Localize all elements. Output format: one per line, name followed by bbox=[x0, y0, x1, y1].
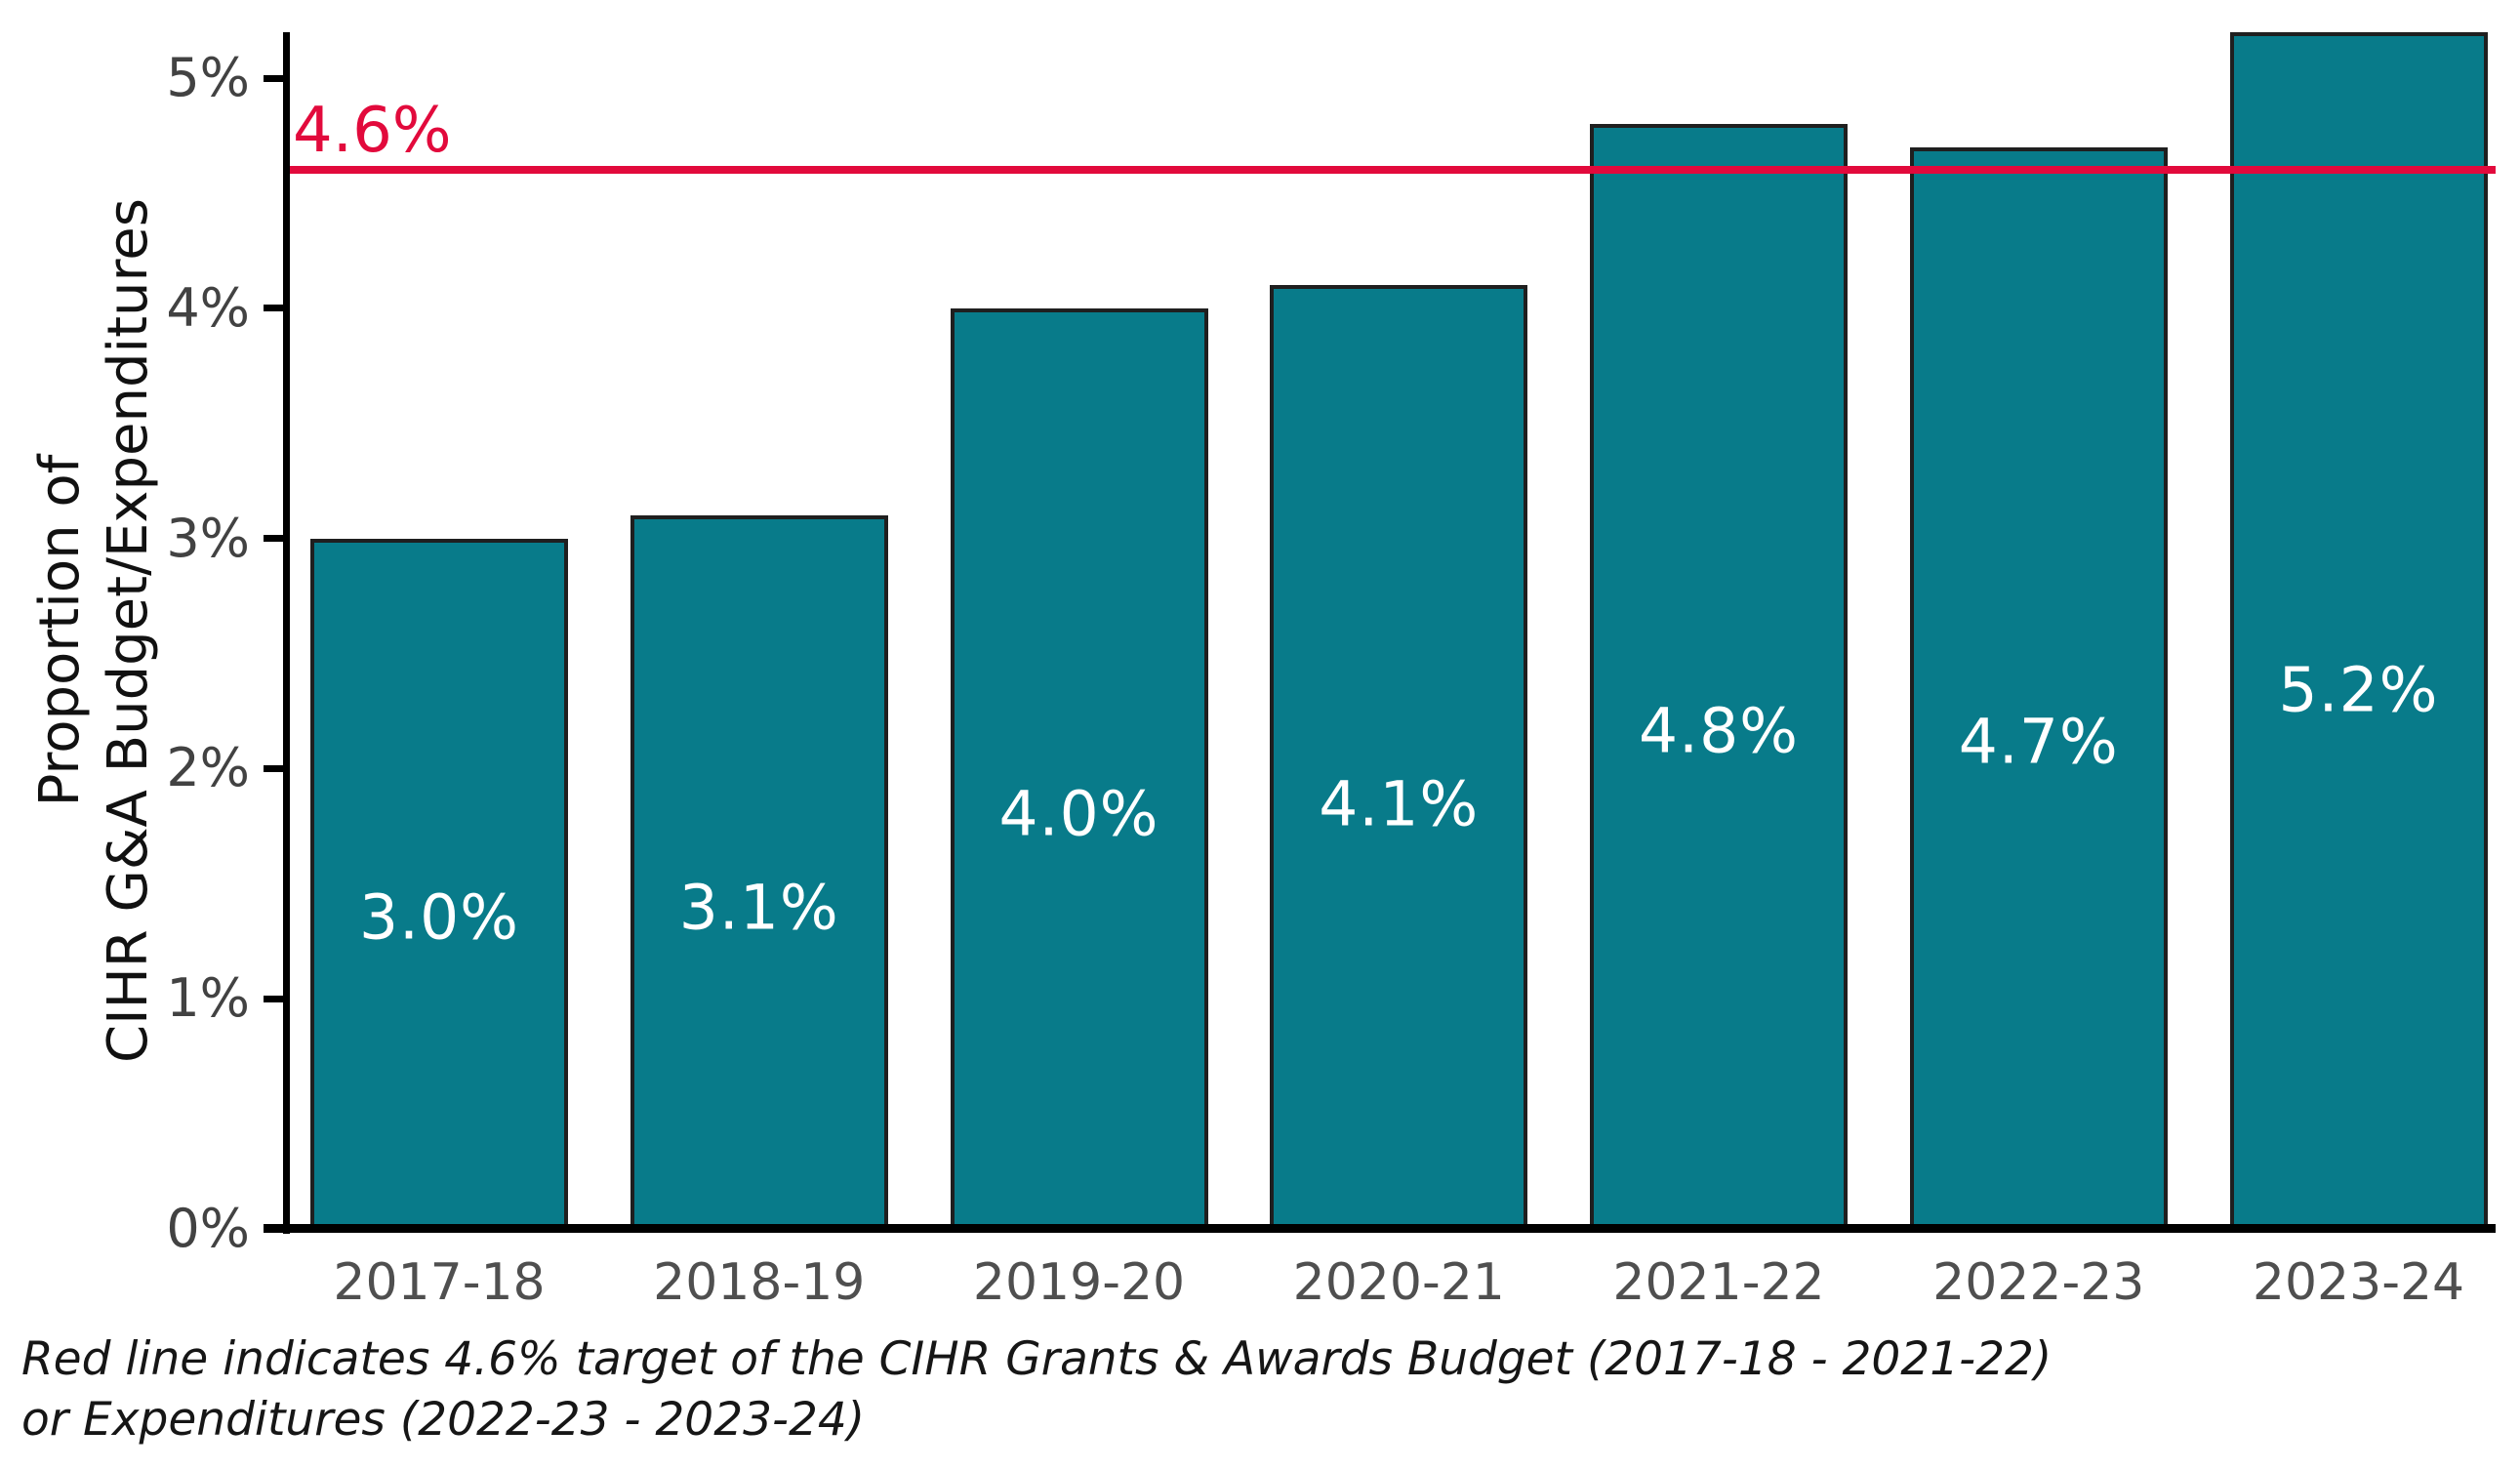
x-tick-label-2019-20: 2019-20 bbox=[972, 1253, 1186, 1312]
target-line-label: 4.6% bbox=[293, 95, 452, 168]
bar-value-label: 3.1% bbox=[678, 872, 839, 944]
x-tick-label-2020-21: 2020-21 bbox=[1292, 1253, 1505, 1312]
target-line bbox=[283, 166, 2496, 175]
bar-2023-24: 5.2% bbox=[2229, 31, 2488, 1229]
bar-value-label: 5.2% bbox=[2278, 654, 2439, 726]
y-axis-tick-mark bbox=[264, 995, 283, 1002]
x-tick-label-2022-23: 2022-23 bbox=[1932, 1253, 2145, 1312]
bar-value-label: 4.0% bbox=[998, 778, 1159, 850]
x-tick-label-2023-24: 2023-24 bbox=[2252, 1253, 2465, 1312]
y-tick-label-2: 2% bbox=[166, 737, 250, 799]
y-tick-label-3: 3% bbox=[166, 507, 250, 569]
y-axis-tick-mark bbox=[264, 74, 283, 82]
y-axis-tick-mark bbox=[264, 305, 283, 312]
plot-area: 3.0% 3.1% 4.0% 4.1% 4.8% 4.7% 5.2% 4.6% bbox=[264, 31, 2508, 1234]
y-tick-label-4: 4% bbox=[166, 276, 250, 339]
x-tick-label-2021-22: 2021-22 bbox=[1612, 1253, 1825, 1312]
y-axis-tick-mark bbox=[264, 535, 283, 543]
bar-value-label: 3.0% bbox=[358, 881, 520, 954]
chart-caption-line1: Red line indicates 4.6% target of the CI… bbox=[21, 1332, 2053, 1386]
y-axis-line bbox=[283, 32, 290, 1234]
bar-2017-18: 3.0% bbox=[310, 538, 568, 1229]
chart-caption-line2: or Expenditures (2022-23 - 2023-24) bbox=[21, 1393, 866, 1447]
y-tick-label-5: 5% bbox=[166, 47, 250, 108]
bar-2021-22: 4.8% bbox=[1590, 124, 1848, 1229]
x-tick-label-2017-18: 2017-18 bbox=[333, 1253, 546, 1312]
x-axis-line bbox=[264, 1224, 2496, 1233]
bar-2022-23: 4.7% bbox=[1909, 146, 2168, 1229]
bar-2018-19: 3.1% bbox=[630, 515, 888, 1229]
bar-2020-21: 4.1% bbox=[1270, 285, 1528, 1229]
chart-caption: Red line indicates 4.6% target of the CI… bbox=[21, 1329, 2052, 1450]
y-tick-label-1: 1% bbox=[166, 967, 250, 1030]
bar-value-label: 4.7% bbox=[1958, 706, 2119, 778]
y-axis-tick-mark bbox=[264, 764, 283, 772]
bar-value-label: 4.1% bbox=[1319, 768, 1480, 840]
y-tick-label-0: 0% bbox=[166, 1198, 250, 1259]
bar-value-label: 4.8% bbox=[1638, 695, 1800, 767]
bar-2019-20: 4.0% bbox=[950, 307, 1208, 1229]
x-tick-label-2018-19: 2018-19 bbox=[653, 1253, 866, 1312]
